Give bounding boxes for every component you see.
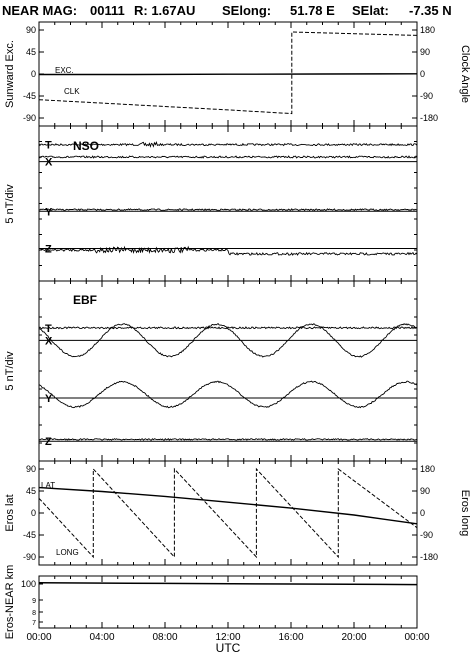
series-line (38, 31, 418, 115)
header-selong: 51.78 E (290, 3, 335, 18)
y-tick-label: 9 (32, 598, 36, 605)
trace-line (38, 155, 418, 159)
y-tick-label-right: 180 (420, 25, 435, 35)
series-label: LONG (56, 548, 79, 557)
x-tick-labels: 00:00 04:00 08:00 12:00 16:00 20:00 00:00 (26, 632, 429, 643)
tick-group: 100 9 8 7 (21, 576, 418, 628)
ebf-panel: EBF 5 nT/div TX Y Z (4, 280, 418, 462)
series-label: CLK (64, 87, 80, 96)
y-tick-label: 100 (21, 579, 36, 589)
tick-group: 90 45 0 -45 -90 180 90 0 -90 -180 (23, 461, 438, 565)
trace-line (38, 245, 418, 256)
trace-group (38, 322, 418, 442)
series-line (38, 582, 418, 586)
series-group (38, 31, 418, 115)
series-group (38, 467, 418, 559)
y-tick-label: 7 (32, 620, 36, 627)
y-tick-label: -45 (23, 91, 36, 101)
y-tick-label: -90 (23, 552, 36, 562)
y-tick-label: 0 (31, 508, 36, 518)
series-line (39, 73, 418, 76)
trace-label: T (45, 323, 52, 335)
trace-label: Z (45, 243, 52, 255)
series-line (38, 467, 418, 559)
trace-line (38, 141, 418, 148)
y-tick-label-right: 180 (420, 464, 435, 474)
x-tick-label: 16:00 (278, 632, 303, 643)
y-tick-label-right: -180 (420, 552, 438, 562)
series-line (38, 486, 418, 525)
trace-line (38, 322, 418, 358)
nso-panel: NSO 5 nT/div TX Y Z (4, 125, 418, 282)
header-mission: NEAR MAG: (2, 3, 77, 18)
sunward-clock-panel: Sunward Exc. Clock Angle EXC. CLK 90 45 0 -… (4, 21, 471, 127)
series-label: EXC. (55, 66, 74, 75)
y-tick-label-right: -90 (420, 530, 433, 540)
y-axis-label-right: Clock Angle (459, 45, 471, 103)
x-tick-label: 08:00 (152, 632, 177, 643)
y-axis-label: 5 nT/div (4, 351, 16, 391)
y-tick-label-right: 0 (420, 508, 425, 518)
trace-line (38, 380, 418, 409)
panel-frame (38, 280, 418, 462)
panel-title: NSO (73, 139, 99, 153)
trace-label-group: TX Y Z (45, 140, 53, 256)
trace-label: Y (45, 393, 53, 405)
y-tick-label-right: 90 (420, 47, 430, 57)
y-tick-label: 90 (26, 25, 36, 35)
x-axis-label: UTC (216, 641, 241, 655)
trace-label: Y (45, 206, 53, 218)
y-tick-label-right: 0 (420, 69, 425, 79)
header-selat-label: SElat: (352, 3, 389, 18)
header-range: R: 1.67AU (134, 3, 195, 18)
trace-label-group: TX Y Z (45, 323, 53, 448)
y-tick-label: 90 (26, 464, 36, 474)
x-tick-label: 04:00 (89, 632, 114, 643)
y-tick-label: 45 (26, 47, 36, 57)
y-tick-label-right: 90 (420, 486, 430, 496)
trace-label: T (45, 140, 52, 152)
y-axis-label: 5 nT/div (4, 184, 16, 224)
y-tick-label-right: -180 (420, 113, 438, 123)
eros-lat-long-panel: Eros lat Eros long LAT LONG 90 45 0 -45 -90 1… (4, 460, 471, 566)
series-group (38, 582, 418, 586)
x-tick-label: 00:00 (404, 632, 429, 643)
trace-label: X (45, 335, 53, 347)
y-axis-label: Eros lat (4, 494, 16, 531)
x-tick-label: 12:00 (215, 632, 240, 643)
panel-title: EBF (73, 293, 97, 307)
trace-label: Z (45, 436, 52, 448)
y-tick-label: -90 (23, 113, 36, 123)
tick-group: 90 45 0 -45 -90 180 90 0 -90 -180 (23, 22, 438, 126)
trace-line (38, 208, 418, 212)
header-day: 00111 (90, 3, 125, 18)
trace-line (38, 326, 418, 330)
y-tick-label: 8 (32, 610, 36, 617)
y-tick-label: 0 (31, 69, 36, 79)
y-tick-label-right: -90 (420, 91, 433, 101)
header-selong-label: SElong: (222, 3, 271, 18)
panel-frame (38, 460, 418, 566)
y-tick-label: -45 (23, 530, 36, 540)
y-axis-label: Eros-NEAR km (4, 565, 16, 640)
trace-line (38, 437, 418, 441)
header-selat: -7.35 N (409, 3, 452, 18)
series-label: LAT (41, 481, 55, 490)
trace-label: X (45, 157, 53, 169)
y-axis-label: Sunward Exc. (4, 40, 16, 108)
x-tick-label: 00:00 (26, 632, 51, 643)
eros-near-distance-panel: Eros-NEAR km 100 9 8 7 (4, 565, 418, 640)
y-tick-label: 45 (26, 486, 36, 496)
y-axis-label-right: Eros long (459, 490, 471, 536)
trace-group (38, 141, 418, 256)
tick-group (38, 281, 418, 461)
x-tick-label: 20:00 (341, 632, 366, 643)
